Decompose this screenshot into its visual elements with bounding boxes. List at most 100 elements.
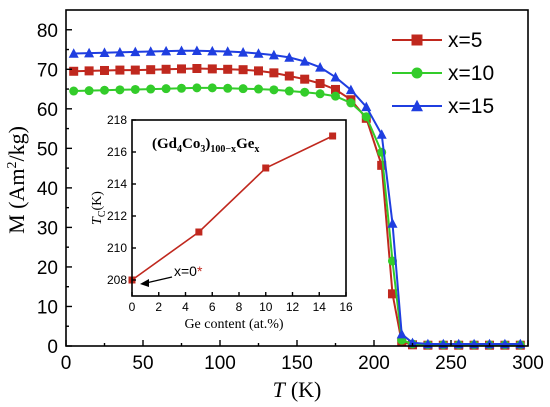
data-point xyxy=(253,48,264,58)
data-point xyxy=(192,83,202,93)
legend-item: x=5 xyxy=(392,29,482,52)
inset-data-point xyxy=(329,132,337,140)
main-x-ticks: 0 50 100 150 200 250 300 xyxy=(61,340,544,374)
inset-data-point xyxy=(262,164,270,172)
data-point xyxy=(361,101,372,112)
data-point xyxy=(254,66,263,76)
data-point xyxy=(130,65,140,75)
inset-title: (Gd4Co3)100−xGex xyxy=(152,136,259,155)
data-point xyxy=(192,64,202,74)
inset-data-point xyxy=(195,228,203,236)
data-point xyxy=(84,47,95,58)
inset-plot-area: 0 2 4 6 8 10 12 14 16 208 210 212 214 216 218 Ge cont… xyxy=(90,113,353,332)
data-point xyxy=(222,46,233,56)
data-point xyxy=(146,65,156,75)
inset-title-part-7: x xyxy=(254,144,259,155)
x-tick-label: 300 xyxy=(512,353,544,374)
inset-x-tick-label: 10 xyxy=(259,300,273,314)
inset-annotation: x=0* xyxy=(140,263,203,287)
data-point xyxy=(115,85,125,95)
y-tick-label: 40 xyxy=(37,179,58,200)
x-tick-label: 250 xyxy=(435,353,467,374)
data-point xyxy=(315,62,326,72)
inset-y-tick-label: 214 xyxy=(107,177,127,191)
inset-x-ticks: 0 2 4 6 8 10 12 14 16 xyxy=(129,292,353,314)
data-point xyxy=(238,47,249,57)
x-tick-label: 150 xyxy=(281,353,313,374)
y-tick-label: 50 xyxy=(37,139,58,160)
inset-y-axis-sub: C xyxy=(97,210,108,217)
data-point xyxy=(99,47,110,57)
inset-x-tick-label: 14 xyxy=(313,300,327,314)
data-point xyxy=(177,83,186,93)
annotation-arrow-line xyxy=(145,276,173,284)
data-point xyxy=(345,84,356,95)
data-point xyxy=(330,71,341,82)
y-tick-label: 60 xyxy=(37,100,58,121)
data-point xyxy=(284,86,294,96)
main-y-ticks: 0 10 20 30 40 50 60 70 80 xyxy=(37,21,72,358)
data-point xyxy=(176,45,187,55)
inset-x-axis-label: Ge content (at.%) xyxy=(184,317,283,332)
main-y-axis-label-part2: /kg) xyxy=(4,126,29,161)
inset-x-tick-label: 12 xyxy=(286,300,300,314)
data-point xyxy=(114,47,125,57)
annotation-arrow-head xyxy=(140,279,149,287)
data-point xyxy=(191,45,202,55)
data-point xyxy=(300,87,310,97)
data-point xyxy=(377,160,387,170)
data-point xyxy=(284,52,295,62)
data-point xyxy=(145,46,156,56)
data-point xyxy=(407,337,418,348)
inset-x-tick-label: 4 xyxy=(182,300,189,314)
annotation-label: x=0 xyxy=(174,263,197,279)
data-point xyxy=(146,84,156,94)
legend-item: x=15 xyxy=(392,95,494,118)
x-tick-label: 200 xyxy=(358,353,390,374)
x-tick-label: 0 xyxy=(61,353,72,374)
x-tick-label: 100 xyxy=(204,353,236,374)
inset-title-part-4: ) xyxy=(205,136,210,152)
data-point xyxy=(361,112,371,122)
inset-x-tick-label: 6 xyxy=(209,300,216,314)
data-point xyxy=(268,49,279,60)
inset-y-axis-unit: (K) xyxy=(90,191,105,211)
y-tick-label: 80 xyxy=(37,21,58,42)
data-point xyxy=(161,64,171,74)
data-point xyxy=(238,84,248,94)
data-point xyxy=(387,218,398,228)
inset-y-ticks: 208 210 212 214 216 218 xyxy=(107,113,136,287)
data-point xyxy=(130,46,141,57)
data-point xyxy=(315,89,325,99)
inset-y-tick-label: 210 xyxy=(107,241,127,255)
data-point xyxy=(269,68,279,78)
legend-label: x=10 xyxy=(448,62,494,85)
y-tick-label: 10 xyxy=(37,297,58,318)
inset-y-tick-label: 216 xyxy=(107,145,127,159)
data-point xyxy=(100,65,109,75)
data-point xyxy=(387,289,397,299)
data-point xyxy=(300,74,310,84)
inset-title-part-2: Co xyxy=(182,136,200,152)
inset-y-tick-label: 212 xyxy=(107,209,127,223)
y-tick-label: 0 xyxy=(47,337,58,358)
data-point xyxy=(69,66,79,76)
inset-title-part-1: 4 xyxy=(177,144,182,155)
data-point xyxy=(130,84,140,94)
inset-x-tick-label: 8 xyxy=(236,300,243,314)
inset-title-part-3: 3 xyxy=(200,144,205,155)
data-point xyxy=(69,86,79,96)
data-point xyxy=(84,86,94,96)
data-point xyxy=(207,64,217,74)
data-point xyxy=(299,56,310,66)
data-point xyxy=(223,83,233,93)
data-point xyxy=(315,79,325,89)
legend-label: x=15 xyxy=(448,95,494,118)
inset-y-tick-label: 208 xyxy=(107,273,127,287)
data-point xyxy=(68,48,79,58)
legend: x=5 x=10 x=15 xyxy=(392,29,494,118)
inset-title-part-5: 100−x xyxy=(210,144,236,155)
data-point xyxy=(115,65,125,75)
data-point xyxy=(177,64,186,74)
